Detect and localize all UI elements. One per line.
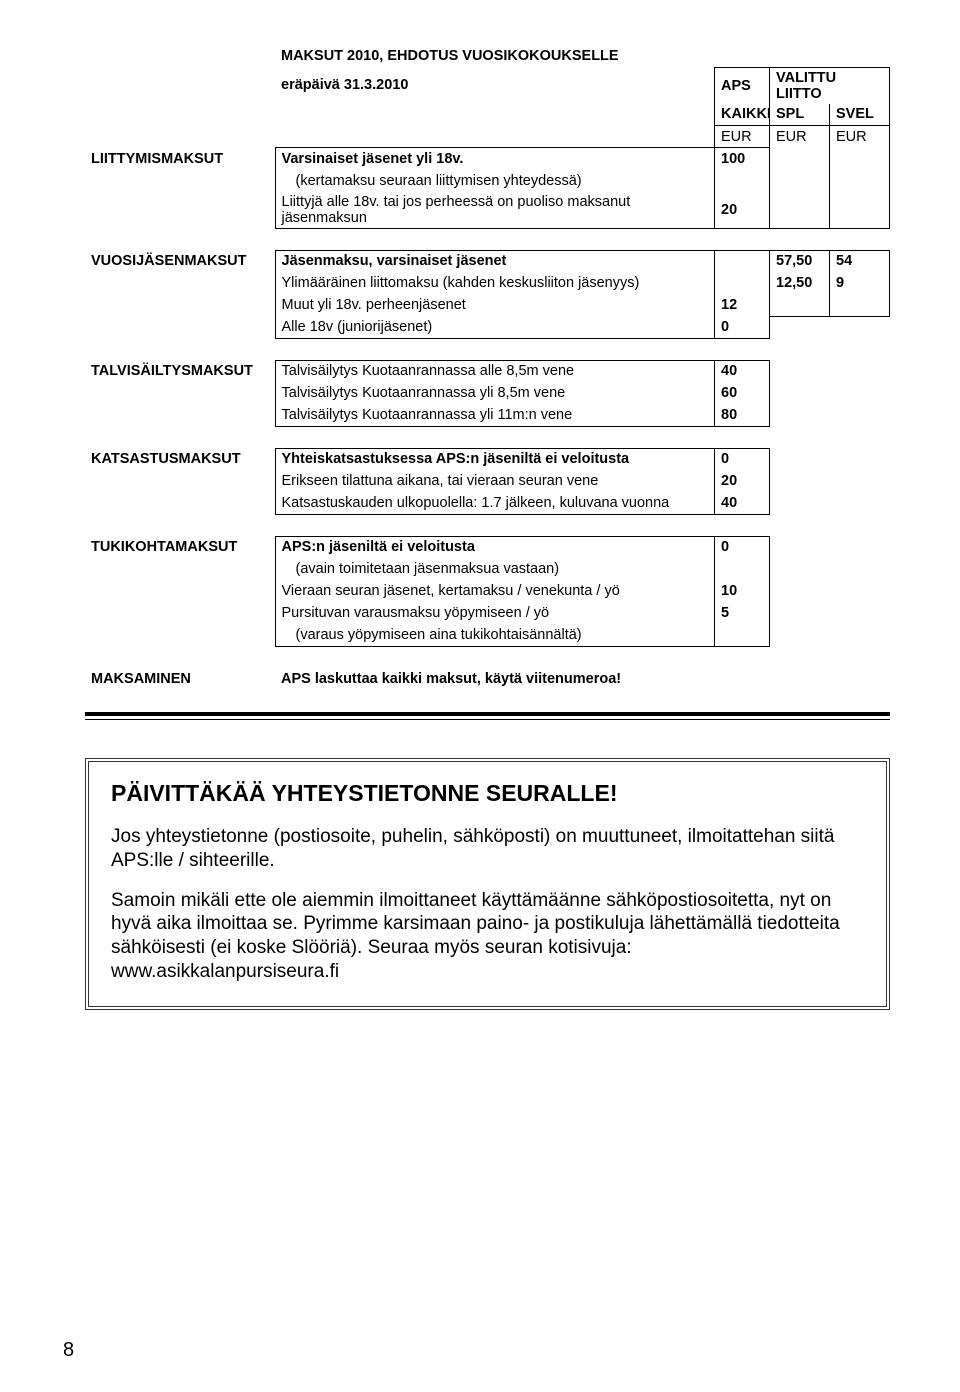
sec4-r2: Erikseen tilattuna aikana, tai vieraan s… [275,470,715,492]
sec3-r3: Talvisäilytys Kuotaanrannassa yli 11m:n … [275,404,715,426]
sec3-r1v: 40 [715,360,770,382]
sec2-r1b: 54 [830,250,890,272]
sec2-r2c: 9 [830,272,890,294]
hdr-eur-1: EUR [715,126,770,148]
sec1-r3: Liittyjä alle 18v. tai jos perheessä on … [275,192,715,229]
page-number: 8 [63,1339,74,1362]
sec1-label: LIITTYMISMAKSUT [85,148,275,170]
sec5-r4: Pursituvan varausmaksu yöpymiseen / yö [275,602,715,624]
hdr-eur-2: EUR [770,126,830,148]
sec2-r3v: 12 [715,294,770,316]
sec5-r5: (varaus yöpymiseen aina tukikohtaisännäl… [275,624,715,646]
sec4-r3v: 40 [715,492,770,514]
hdr-kaikki: KAIKKI [715,104,770,126]
sec1-r3v: 20 [715,192,770,229]
sec5-label: TUKIKOHTAMAKSUT [85,536,275,558]
title-line-2: eräpäivä 31.3.2010 [275,67,715,104]
sec5-r3v: 10 [715,580,770,602]
hdr-svel: SVEL [830,104,890,126]
hdr-aps: APS [715,67,770,104]
sec4-label: KATSASTUSMAKSUT [85,448,275,470]
sec2-r4: Alle 18v (juniorijäsenet) [275,316,715,338]
hdr-eur-3: EUR [830,126,890,148]
sec3-r3v: 80 [715,404,770,426]
sec3-r2: Talvisäilytys Kuotaanrannassa yli 8,5m v… [275,382,715,404]
sec1-r2: (kertamaksu seuraan liittymisen yhteydes… [275,170,715,192]
hdr-spl: SPL [770,104,830,126]
sec5-r1: APS:n jäseniltä ei veloitusta [275,536,715,558]
sec2-r1a: 57,50 [770,250,830,272]
sec6-r1: APS laskuttaa kaikki maksut, käytä viite… [275,668,715,690]
sec6-label: MAKSAMINEN [85,668,275,690]
sec4-r2v: 20 [715,470,770,492]
sec2-r2b: 12,50 [770,272,830,294]
info-p2: Samoin mikäli ette ole aiemmin ilmoittan… [111,889,864,984]
sec1-r1v: 100 [715,148,770,170]
sec2-r3: Muut yli 18v. perheenjäsenet [275,294,715,316]
sec2-r2: Ylimääräinen liittomaksu (kahden keskusl… [275,272,715,294]
sec1-r1: Varsinaiset jäsenet yli 18v. [275,148,715,170]
title-line-1: MAKSUT 2010, EHDOTUS VUOSIKOKOUKSELLE [275,45,715,67]
sec4-r1: Yhteiskatsastuksessa APS:n jäseniltä ei … [275,448,715,470]
sec3-r1: Talvisäilytys Kuotaanrannassa alle 8,5m … [275,360,715,382]
sec3-label: TALVISÄILTYSMAKSUT [85,360,275,382]
sec4-r1v: 0 [715,448,770,470]
sec2-r1: Jäsenmaksu, varsinaiset jäsenet [275,250,715,272]
sec3-r2v: 60 [715,382,770,404]
hdr-valittu: VALITTU LIITTO [770,67,890,104]
sec2-r4v: 0 [715,316,770,338]
sec5-r3: Vieraan seuran jäsenet, kertamaksu / ven… [275,580,715,602]
info-title: PÄIVITTÄKÄÄ YHTEYSTIETONNE SEURALLE! [111,780,864,807]
sec5-r1v: 0 [715,536,770,558]
sec5-r2: (avain toimitetaan jäsenmaksua vastaan) [275,558,715,580]
sec5-r4v: 5 [715,602,770,624]
sec2-label: VUOSIJÄSENMAKSUT [85,250,275,272]
info-p1: Jos yhteystietonne (postiosoite, puhelin… [111,825,864,873]
info-box: PÄIVITTÄKÄÄ YHTEYSTIETONNE SEURALLE! Jos… [85,758,890,1010]
fees-table: MAKSUT 2010, EHDOTUS VUOSIKOKOUKSELLE er… [85,45,890,690]
sec4-r3: Katsastuskauden ulkopuolella: 1.7 jälkee… [275,492,715,514]
